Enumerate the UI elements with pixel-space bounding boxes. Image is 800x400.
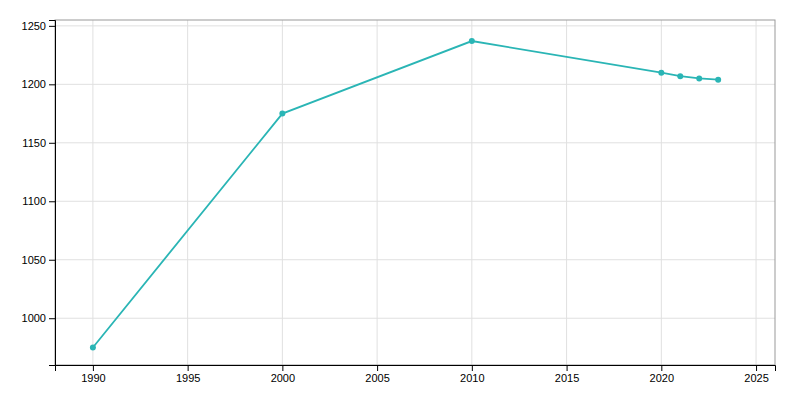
grid-line-x xyxy=(756,20,757,365)
y-axis-tick: 1150 xyxy=(22,137,55,149)
grid-line-x xyxy=(282,20,283,365)
x-axis-domain xyxy=(56,366,776,372)
y-axis-tick: 1050 xyxy=(22,254,55,266)
y-axis-tick: 1250 xyxy=(22,20,55,32)
x-axis: 1990 1995 2000 2005 2010 2015 2020 2025 xyxy=(56,365,776,384)
x-axis-tick: 2025 xyxy=(744,365,768,384)
point xyxy=(279,111,285,117)
chart: 1990 1995 2000 2005 2010 2015 2020 2025 1000 1050… xyxy=(0,0,800,400)
x-axis-tick-label: 2020 xyxy=(650,372,674,384)
grid-line-x xyxy=(471,20,472,365)
x-axis-tick-label: 2015 xyxy=(555,372,579,384)
point xyxy=(696,75,702,81)
x-axis-tick-mark xyxy=(188,365,189,371)
x-axis-tick: 2000 xyxy=(271,365,295,384)
x-axis-tick-mark xyxy=(661,365,662,371)
x-axis-tick-label: 2025 xyxy=(744,372,768,384)
grid-line-y xyxy=(55,201,775,202)
x-axis-tick-label: 2000 xyxy=(271,372,295,384)
y-axis-tick-label: 1150 xyxy=(22,137,46,149)
y-axis-tick-label: 1250 xyxy=(22,20,46,32)
x-axis-tick-mark xyxy=(282,365,283,371)
y-axis-tick-mark xyxy=(49,201,55,202)
x-axis-tick-label: 1990 xyxy=(81,372,105,384)
x-axis-tick-label: 2010 xyxy=(460,372,484,384)
grid-line-y xyxy=(55,25,775,26)
point xyxy=(715,77,721,83)
point xyxy=(658,70,664,76)
point xyxy=(90,344,96,350)
x-axis-tick-mark xyxy=(756,365,757,371)
y-axis-tick-label: 1200 xyxy=(22,78,46,90)
marks xyxy=(90,38,721,350)
y-axis-tick-mark xyxy=(49,26,55,27)
grid-line-y xyxy=(55,318,775,319)
grid-line-x xyxy=(566,20,567,365)
grid-line-y xyxy=(55,84,775,85)
grid-line-x xyxy=(187,20,188,365)
x-axis-tick: 1995 xyxy=(176,365,200,384)
x-axis-tick: 2005 xyxy=(365,365,389,384)
grid xyxy=(55,20,775,365)
y-axis-tick-mark xyxy=(49,143,55,144)
y-axis-tick: 1000 xyxy=(22,312,55,324)
x-axis-tick-mark xyxy=(93,365,94,371)
plot-area: 1990 1995 2000 2005 2010 2015 2020 2025 1000 1050… xyxy=(22,20,776,384)
y-axis-tick-label: 1000 xyxy=(22,312,46,324)
y-axis-tick: 1100 xyxy=(22,195,55,207)
x-axis-tick-label: 1995 xyxy=(176,372,200,384)
y-axis-tick-mark xyxy=(49,260,55,261)
y-axis-tick-label: 1100 xyxy=(22,195,46,207)
grid-line-y xyxy=(55,142,775,143)
y-axis-tick: 1200 xyxy=(22,78,55,90)
y-axis: 1000 1050 1100 1150 1200 1250 xyxy=(22,20,56,366)
x-axis-tick-mark xyxy=(567,365,568,371)
y-axis-tick-mark xyxy=(49,84,55,85)
plot-frame xyxy=(55,20,775,365)
grid-line-x xyxy=(92,20,93,365)
x-axis-tick: 2020 xyxy=(650,365,674,384)
x-axis-tick: 2010 xyxy=(460,365,484,384)
x-axis-tick-label: 2005 xyxy=(365,372,389,384)
x-axis-tick: 1990 xyxy=(81,365,105,384)
x-axis-tick-mark xyxy=(377,365,378,371)
line xyxy=(93,41,718,347)
point xyxy=(677,73,683,79)
y-axis-domain xyxy=(49,21,56,366)
x-axis-tick: 2015 xyxy=(555,365,579,384)
grid-line-x xyxy=(377,20,378,365)
point xyxy=(469,38,475,44)
x-axis-tick-mark xyxy=(472,365,473,371)
y-axis-tick-label: 1050 xyxy=(22,254,46,266)
y-axis-tick-mark xyxy=(49,318,55,319)
